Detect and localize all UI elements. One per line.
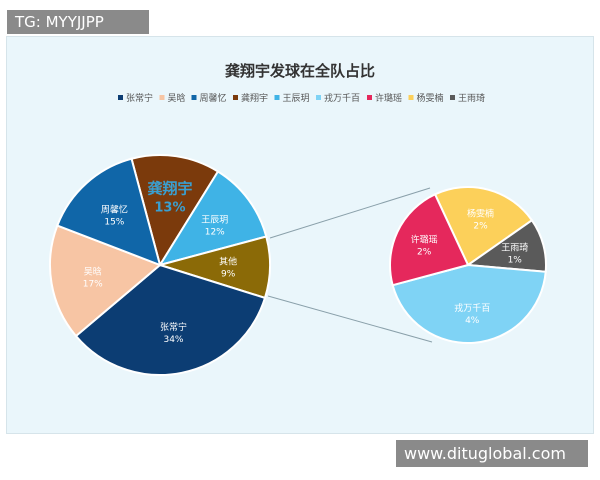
legend: 张常宁 吴晗 周馨忆 龚翔宇 王辰玥 戎万千百 许璐瑶 杨雯楠 王雨琦 — [118, 92, 485, 104]
main-slice-label: 34% — [163, 335, 183, 345]
legend-entry: 周馨忆 — [200, 92, 227, 104]
legend-swatch — [367, 95, 372, 100]
secondary-slice-name: 杨雯楠 — [467, 207, 494, 219]
secondary-slice-label: 2% — [417, 248, 432, 258]
secondary-slice-name: 王雨琦 — [501, 242, 528, 253]
main-slice-label: 12% — [205, 227, 225, 237]
legend-swatch — [191, 95, 197, 100]
secondary-slice-label: 1% — [508, 255, 523, 265]
legend-swatch — [233, 95, 238, 100]
main-slice — [157, 170, 268, 267]
secondary-slice-label: 2% — [473, 221, 488, 231]
main-slice-label: 15% — [104, 217, 124, 227]
watermark-bottom: www.dituglobal.com — [396, 440, 588, 467]
main-slice-name: 张常宁 — [160, 321, 187, 333]
connector-line-top — [269, 187, 431, 239]
legend-swatch — [316, 95, 321, 100]
legend-entry: 许璐瑶 — [375, 92, 402, 104]
legend-entry: 张常宁 — [126, 92, 153, 104]
secondary-slice-label: 4% — [465, 316, 480, 326]
main-slice-name: 王辰玥 — [201, 214, 228, 225]
legend-entry: 王辰玥 — [283, 93, 310, 104]
legend-entry: 吴晗 — [168, 92, 186, 104]
secondary-pie: 杨雯楠 2% 王雨琦 1% 戎万千百 4% 许璐瑶 2% — [389, 186, 547, 344]
legend-swatch — [408, 95, 414, 100]
secondary-slice — [391, 263, 547, 344]
main-slice — [49, 224, 162, 338]
main-slice-name: 龚翔宇 — [147, 180, 192, 198]
main-slice-name: 周馨忆 — [101, 203, 128, 215]
legend-entry: 龚翔宇 — [241, 92, 268, 104]
connector-lines — [267, 187, 433, 343]
main-slice-name: 其他 — [219, 255, 237, 267]
chart-title: 龚翔宇发球在全队占比 — [225, 62, 375, 80]
connector-line-bottom — [267, 295, 433, 343]
main-slice-label: 17% — [83, 279, 103, 289]
secondary-slice — [389, 192, 470, 287]
main-slice-name: 吴晗 — [84, 265, 102, 277]
legend-swatch — [274, 95, 280, 100]
watermark-top: TG: MYYJJPP — [7, 10, 149, 34]
legend-entry: 戎万千百 — [324, 92, 360, 104]
main-pie: 龚翔宇 13% 王辰玥 12% 其他 9% 张常宁 34% 吴晗 17% 周馨忆 15% — [49, 154, 271, 376]
main-slice-label: 9% — [221, 269, 236, 279]
legend-swatch — [450, 95, 455, 100]
secondary-slice-name: 戎万千百 — [454, 302, 490, 314]
main-slice — [74, 263, 267, 376]
legend-swatch — [118, 95, 123, 100]
secondary-slice-name: 许璐瑶 — [411, 234, 438, 246]
main-slice — [56, 157, 162, 267]
legend-entry: 王雨琦 — [458, 93, 485, 104]
legend-swatch — [159, 95, 165, 100]
main-slice-label: 13% — [154, 201, 185, 216]
legend-entry: 杨雯楠 — [417, 92, 444, 104]
